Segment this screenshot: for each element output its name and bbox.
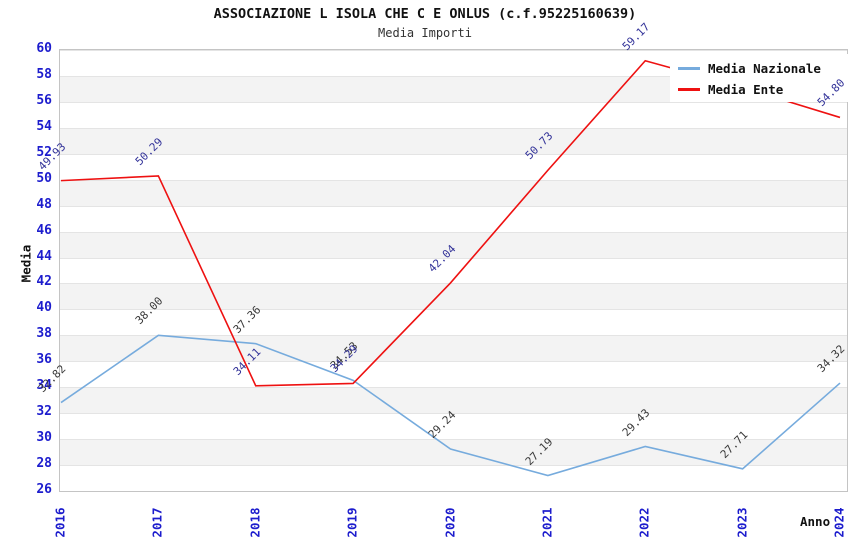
grid-band: [60, 153, 847, 181]
plot-area: [59, 49, 848, 492]
legend: Media Nazionale Media Ente: [670, 54, 848, 102]
y-tick-label: 26: [36, 482, 52, 497]
y-tick-label: 40: [36, 300, 52, 316]
y-tick-label: 48: [36, 196, 52, 212]
y-tick-label: 28: [36, 456, 52, 472]
y-tick-label: 60: [36, 41, 52, 56]
y-tick-label: 34: [36, 378, 52, 394]
x-tick-label: 2021: [539, 507, 555, 538]
grid-band: [60, 179, 847, 207]
grid-band: [60, 335, 847, 363]
x-tick-label: 2022: [636, 507, 652, 538]
grid-band: [60, 465, 847, 492]
legend-label: Media Ente: [708, 82, 784, 97]
y-tick-label: 54: [36, 118, 52, 134]
grid-band: [60, 205, 847, 233]
x-tick-label: 2017: [149, 507, 165, 538]
series-line-media-nazionale: [60, 334, 841, 477]
legend-item-media-ente: Media Ente: [678, 79, 848, 100]
y-tick-label: 38: [36, 326, 52, 342]
legend-item-media-nazionale: Media Nazionale: [678, 58, 848, 79]
y-tick-label: 46: [36, 222, 52, 238]
y-tick-label: 56: [36, 92, 52, 108]
grid-band: [60, 387, 847, 415]
y-tick-label: 58: [36, 66, 52, 82]
grid-band: [60, 309, 847, 336]
x-axis-title: Anno: [800, 514, 831, 529]
chart-subtitle: Media Importi: [378, 26, 472, 40]
grid-band: [60, 257, 847, 285]
y-tick-label: 52: [36, 144, 52, 160]
x-tick-label: 2016: [52, 507, 68, 538]
y-tick-label: 42: [36, 274, 52, 290]
x-tick-label: 2019: [344, 507, 360, 538]
grid-band: [60, 439, 847, 467]
media-ente-swatch-icon: [678, 88, 700, 91]
grid-band: [60, 127, 847, 155]
y-tick-label: 50: [36, 170, 52, 186]
grid-band: [60, 361, 847, 388]
legend-label: Media Nazionale: [708, 61, 821, 76]
grid-band: [60, 283, 847, 311]
chart-title: ASSOCIAZIONE L ISOLA CHE C E ONLUS (c.f.…: [213, 6, 637, 22]
media-nazionale-swatch-icon: [678, 67, 700, 70]
grid-band: [60, 413, 847, 440]
x-tick-label: 2023: [734, 507, 750, 538]
x-tick-label: 2018: [247, 507, 263, 538]
grid-band: [60, 50, 847, 77]
y-tick-label: 32: [36, 404, 52, 420]
x-tick-label: 2020: [442, 507, 457, 538]
y-tick-label: 44: [36, 248, 52, 264]
x-tick-label: 2024: [831, 507, 847, 538]
y-tick-label: 36: [36, 352, 52, 368]
y-tick-label: 30: [36, 430, 52, 446]
grid-band: [60, 101, 847, 129]
